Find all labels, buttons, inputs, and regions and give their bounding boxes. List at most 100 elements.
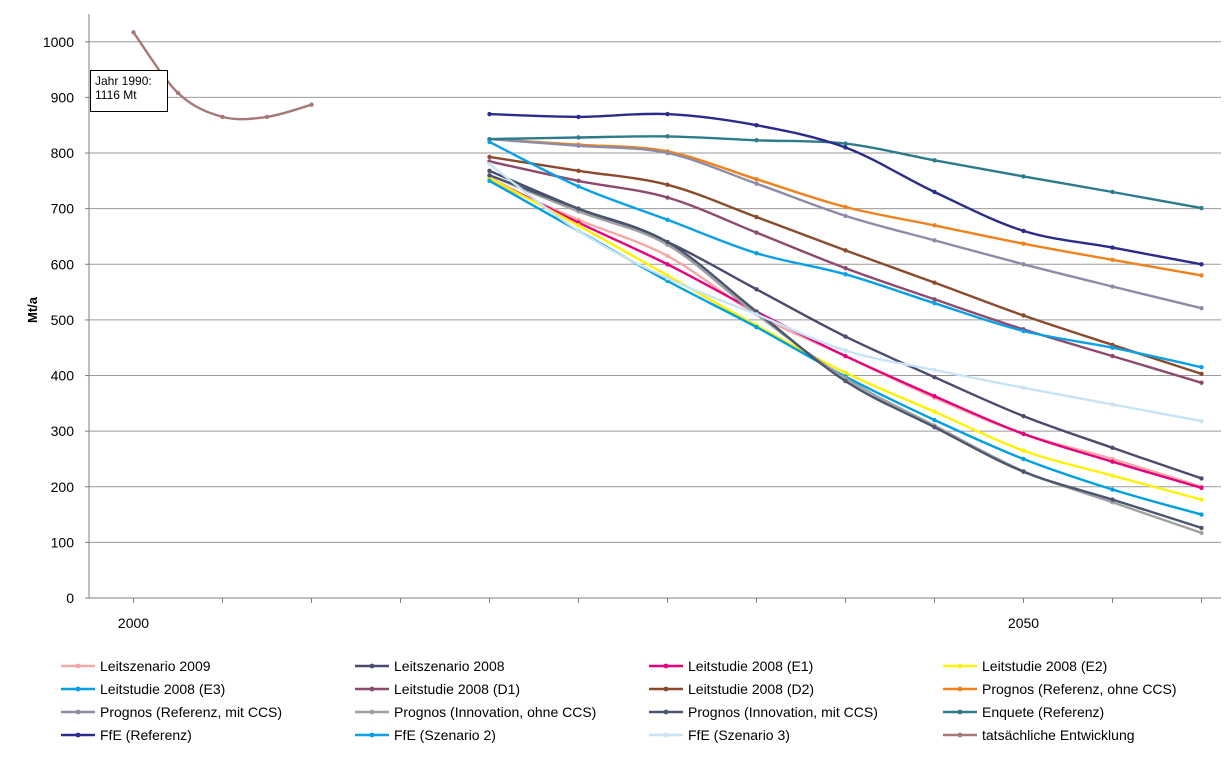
data-point xyxy=(220,114,225,120)
data-point xyxy=(754,312,759,317)
data-point xyxy=(932,223,937,228)
data-point xyxy=(1110,353,1115,359)
data-point xyxy=(932,367,937,373)
data-point xyxy=(576,114,581,120)
legend-label: FfE (Szenario 3) xyxy=(688,727,790,743)
legend-label: Prognos (Innovation, ohne CCS) xyxy=(394,704,597,720)
legend-label: Prognos (Referenz, ohne CCS) xyxy=(982,681,1177,697)
legend-label: Leitstudie 2008 (E2) xyxy=(982,658,1108,674)
legend-item: tatsächliche Entwicklung xyxy=(942,727,1135,743)
data-point xyxy=(843,272,848,277)
data-point xyxy=(1199,525,1204,531)
data-point xyxy=(932,409,937,414)
data-point xyxy=(932,280,937,285)
data-point xyxy=(1110,345,1115,350)
legend-item: Leitstudie 2008 (E2) xyxy=(942,658,1107,674)
legend-swatch xyxy=(649,663,683,669)
data-point xyxy=(932,189,937,195)
data-point xyxy=(1021,385,1026,390)
legend-label: Leitstudie 2008 (E1) xyxy=(688,658,814,674)
data-point xyxy=(665,195,670,200)
data-point xyxy=(576,135,581,140)
x-tick-label: 2000 xyxy=(118,615,149,631)
data-point xyxy=(665,134,670,139)
data-point xyxy=(932,238,937,243)
legend-item: Leitszenario 2008 xyxy=(354,658,505,674)
data-point xyxy=(754,287,759,292)
data-point xyxy=(1021,313,1026,318)
data-point xyxy=(932,417,937,423)
legend-item: Prognos (Innovation, ohne CCS) xyxy=(354,704,596,720)
data-point xyxy=(1199,512,1204,517)
legend-item: FfE (Szenario 3) xyxy=(648,727,790,743)
legend-swatch xyxy=(649,732,683,738)
data-point xyxy=(1021,469,1026,474)
legend-item: Prognos (Referenz, ohne CCS) xyxy=(942,681,1177,697)
data-point xyxy=(754,214,759,220)
y-tick-label: 400 xyxy=(51,368,75,384)
legend-item: Leitstudie 2008 (D2) xyxy=(648,681,814,697)
legend-swatch xyxy=(943,732,977,738)
data-point xyxy=(1021,431,1026,437)
data-point xyxy=(665,253,670,259)
data-point xyxy=(754,176,759,182)
data-point xyxy=(665,275,670,281)
data-point xyxy=(843,353,848,359)
legend-label: FfE (Referenz) xyxy=(100,727,192,743)
series-3 xyxy=(487,175,1204,502)
data-point xyxy=(665,182,670,187)
data-point xyxy=(665,262,670,267)
data-point xyxy=(1199,273,1204,278)
data-point xyxy=(1021,456,1026,462)
data-point xyxy=(175,90,181,96)
x-tick-labels: 2000 2050 xyxy=(118,615,1039,631)
data-point xyxy=(487,154,492,160)
data-point xyxy=(131,30,136,35)
data-point xyxy=(665,150,670,156)
data-point xyxy=(1021,328,1026,334)
legend-item: Prognos (Referenz, mit CCS) xyxy=(60,704,282,720)
data-point xyxy=(754,138,759,143)
legend-item: FfE (Referenz) xyxy=(60,727,192,743)
data-point xyxy=(754,230,759,235)
data-point xyxy=(665,111,670,117)
legend-item: Leitszenario 2009 xyxy=(60,658,211,674)
legend-label: Leitszenario 2008 xyxy=(394,658,505,674)
data-point xyxy=(1021,413,1026,419)
data-point xyxy=(1110,473,1115,478)
legend-swatch xyxy=(61,663,95,669)
legend-item: Leitstudie 2008 (E3) xyxy=(60,681,225,697)
data-point xyxy=(843,213,848,219)
legend-item: Enquete (Referenz) xyxy=(942,704,1104,720)
data-point xyxy=(1021,174,1026,179)
legend-item: Leitstudie 2008 (E1) xyxy=(648,658,813,674)
y-tick-label: 100 xyxy=(51,534,75,550)
legend-swatch xyxy=(61,732,95,738)
data-point xyxy=(1199,364,1204,370)
data-point xyxy=(1199,262,1204,267)
y-tick-label: 700 xyxy=(51,201,75,217)
series-7 xyxy=(487,136,1204,278)
data-point xyxy=(665,239,670,245)
legend-swatch xyxy=(943,686,977,692)
y-tick-labels: 0 100 200 300 400 500 600 700 800 900 1000 xyxy=(43,34,74,606)
data-point xyxy=(1199,485,1204,491)
series-10 xyxy=(487,173,1204,531)
legend-swatch xyxy=(61,709,95,715)
data-point xyxy=(1021,262,1026,267)
data-point xyxy=(843,334,848,339)
data-point xyxy=(932,158,937,163)
data-point xyxy=(487,168,492,174)
legend-label: Leitszenario 2009 xyxy=(100,658,211,674)
legend-swatch xyxy=(943,709,977,715)
legend-label: tatsächliche Entwicklung xyxy=(982,727,1135,743)
line-chart: 0 100 200 300 400 500 600 700 800 900 1000 2000 205… xyxy=(25,14,1221,631)
gridlines xyxy=(85,41,1221,603)
data-point xyxy=(1110,189,1115,195)
series-14 xyxy=(487,161,1204,424)
data-point xyxy=(754,324,759,330)
data-point xyxy=(843,204,848,210)
data-point xyxy=(576,228,581,234)
data-point xyxy=(576,168,581,174)
legend-swatch xyxy=(649,686,683,692)
